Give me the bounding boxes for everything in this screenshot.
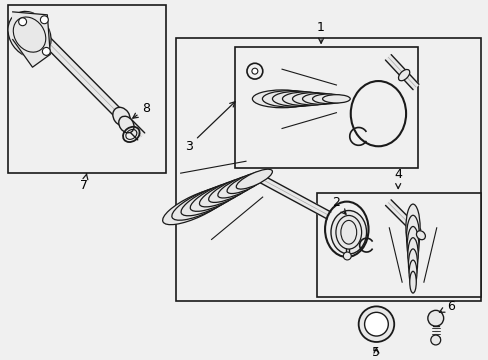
Polygon shape — [27, 21, 144, 140]
Ellipse shape — [208, 176, 256, 202]
Bar — [235, 48, 417, 168]
Ellipse shape — [302, 93, 339, 104]
Ellipse shape — [252, 90, 311, 108]
Ellipse shape — [330, 211, 366, 254]
Ellipse shape — [163, 188, 229, 225]
Bar — [317, 193, 480, 297]
Ellipse shape — [398, 69, 409, 81]
Ellipse shape — [226, 172, 266, 194]
Ellipse shape — [171, 186, 234, 220]
Ellipse shape — [181, 183, 240, 216]
Ellipse shape — [335, 216, 361, 249]
Polygon shape — [385, 55, 418, 90]
Ellipse shape — [408, 260, 416, 286]
Ellipse shape — [416, 231, 425, 240]
Ellipse shape — [407, 249, 417, 279]
Ellipse shape — [340, 220, 356, 244]
Ellipse shape — [236, 169, 272, 189]
Ellipse shape — [272, 91, 322, 106]
Ellipse shape — [13, 17, 46, 52]
Circle shape — [19, 18, 26, 26]
Bar — [8, 5, 165, 173]
Circle shape — [42, 48, 50, 55]
Ellipse shape — [430, 335, 440, 345]
Ellipse shape — [190, 181, 245, 211]
Ellipse shape — [282, 92, 327, 106]
Circle shape — [251, 68, 257, 74]
Ellipse shape — [113, 107, 130, 126]
Polygon shape — [13, 12, 50, 67]
Text: 8: 8 — [133, 102, 150, 118]
Ellipse shape — [406, 215, 419, 258]
Text: 2: 2 — [331, 196, 346, 214]
Ellipse shape — [364, 312, 387, 336]
Ellipse shape — [262, 91, 317, 107]
Ellipse shape — [358, 306, 393, 342]
Polygon shape — [253, 172, 330, 219]
Ellipse shape — [405, 204, 419, 252]
Ellipse shape — [119, 116, 134, 133]
Ellipse shape — [217, 174, 261, 198]
Ellipse shape — [312, 94, 344, 104]
Ellipse shape — [409, 271, 415, 293]
Ellipse shape — [292, 93, 333, 105]
Text: 6: 6 — [439, 300, 453, 313]
Ellipse shape — [199, 179, 250, 207]
Ellipse shape — [427, 310, 443, 326]
Ellipse shape — [407, 238, 417, 272]
Ellipse shape — [8, 12, 51, 58]
Ellipse shape — [407, 226, 418, 265]
Text: 3: 3 — [184, 102, 235, 153]
Circle shape — [343, 252, 350, 260]
Text: 5: 5 — [372, 346, 380, 359]
Ellipse shape — [322, 95, 349, 103]
Bar — [176, 37, 480, 301]
Text: 4: 4 — [393, 168, 401, 189]
Text: 7: 7 — [80, 174, 88, 192]
Text: 1: 1 — [317, 21, 325, 43]
Circle shape — [41, 16, 48, 24]
Polygon shape — [385, 200, 420, 235]
